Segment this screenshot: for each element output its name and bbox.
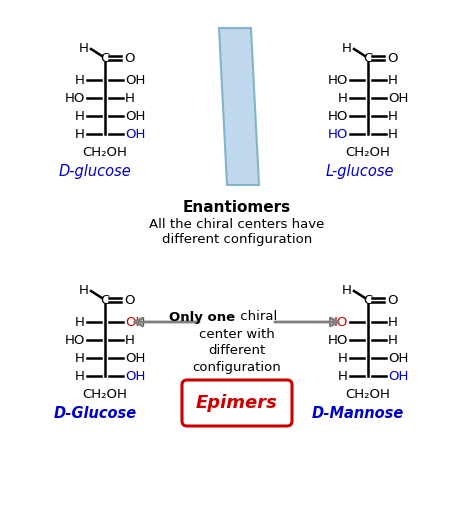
Text: H: H — [388, 316, 398, 328]
Text: configuration: configuration — [192, 362, 282, 375]
Text: H: H — [388, 110, 398, 122]
Text: D-Mannose: D-Mannose — [312, 406, 404, 421]
Text: different configuration: different configuration — [162, 233, 312, 246]
Text: H: H — [388, 73, 398, 86]
Text: CH₂OH: CH₂OH — [82, 388, 128, 401]
Text: OH: OH — [125, 110, 146, 122]
Text: Only one: Only one — [169, 310, 235, 324]
Text: Enantiomers: Enantiomers — [183, 200, 291, 215]
Text: CH₂OH: CH₂OH — [346, 146, 391, 159]
Text: H: H — [75, 110, 85, 122]
Text: OH: OH — [125, 316, 146, 328]
Text: chiral: chiral — [236, 310, 277, 324]
Text: H: H — [75, 369, 85, 383]
Text: C: C — [100, 52, 109, 64]
Text: D-glucose: D-glucose — [59, 164, 131, 179]
Text: H: H — [338, 352, 348, 365]
Polygon shape — [219, 28, 259, 185]
Text: HO: HO — [64, 334, 85, 346]
Text: OH: OH — [125, 352, 146, 365]
Text: center with: center with — [199, 327, 275, 340]
Text: CH₂OH: CH₂OH — [346, 388, 391, 401]
Text: H: H — [388, 128, 398, 141]
Text: OH: OH — [388, 352, 409, 365]
Text: H: H — [125, 92, 135, 104]
Text: HO: HO — [328, 334, 348, 346]
Text: O: O — [387, 294, 398, 307]
Text: OH: OH — [125, 73, 146, 86]
Text: HO: HO — [328, 110, 348, 122]
FancyBboxPatch shape — [182, 380, 292, 426]
Text: different: different — [209, 345, 265, 357]
Text: HO: HO — [64, 92, 85, 104]
Text: H: H — [388, 334, 398, 346]
Text: All the chiral centers have: All the chiral centers have — [149, 218, 325, 231]
Text: H: H — [75, 352, 85, 365]
Text: L-glucose: L-glucose — [326, 164, 394, 179]
Text: HO: HO — [328, 73, 348, 86]
Text: H: H — [342, 42, 352, 54]
Text: H: H — [75, 73, 85, 86]
Text: Epimers: Epimers — [196, 394, 278, 412]
Text: H: H — [338, 92, 348, 104]
Text: OH: OH — [125, 369, 146, 383]
Text: C: C — [364, 294, 373, 307]
Text: H: H — [75, 128, 85, 141]
Text: C: C — [100, 294, 109, 307]
Text: HO: HO — [328, 128, 348, 141]
Text: D-Glucose: D-Glucose — [54, 406, 137, 421]
Text: HO: HO — [328, 316, 348, 328]
Text: H: H — [125, 334, 135, 346]
Text: H: H — [75, 316, 85, 328]
Text: C: C — [364, 52, 373, 64]
Text: H: H — [338, 369, 348, 383]
Text: OH: OH — [125, 128, 146, 141]
Text: OH: OH — [388, 92, 409, 104]
Text: O: O — [387, 52, 398, 64]
Text: H: H — [79, 42, 89, 54]
Text: O: O — [124, 294, 135, 307]
Text: O: O — [124, 52, 135, 64]
Text: CH₂OH: CH₂OH — [82, 146, 128, 159]
Text: H: H — [79, 284, 89, 297]
Text: H: H — [342, 284, 352, 297]
Text: OH: OH — [388, 369, 409, 383]
